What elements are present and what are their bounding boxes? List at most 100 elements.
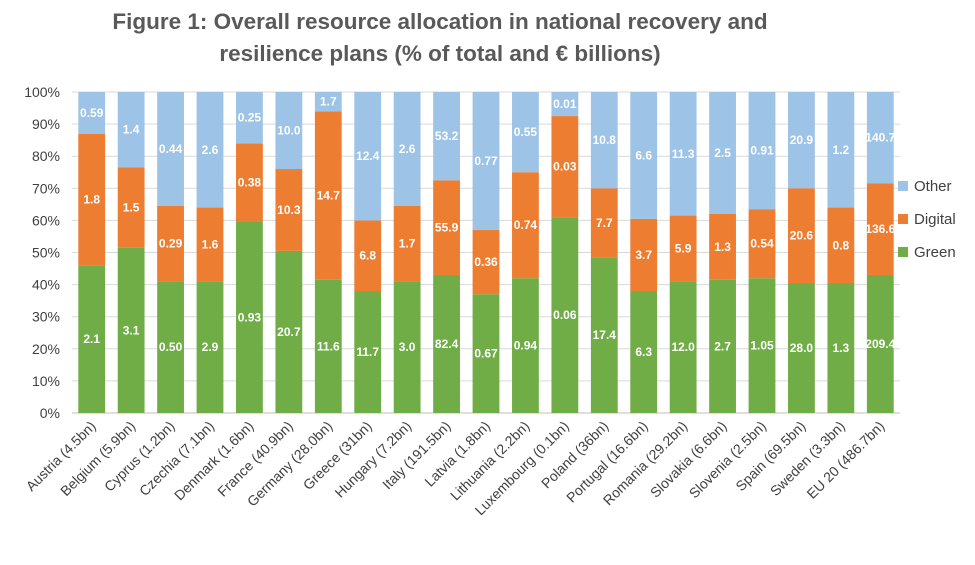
bar-other (354, 92, 382, 221)
x-tick-label: Spain (69.5bn) (732, 418, 808, 494)
y-tick-label: 30% (32, 309, 60, 325)
bar-digital (788, 188, 815, 283)
y-tick-label: 70% (32, 180, 60, 196)
data-label-green: 0.93 (238, 311, 262, 325)
y-tick-label: 60% (32, 212, 60, 228)
data-label-other: 2.5 (714, 146, 731, 160)
data-label-digital: 136.6 (865, 222, 895, 236)
bar-green (117, 247, 145, 413)
bar-digital (196, 207, 224, 282)
data-label-green: 209.4 (865, 337, 895, 351)
bar-digital (314, 111, 342, 280)
data-label-digital: 1.3 (714, 240, 731, 254)
bar-green (157, 281, 184, 413)
data-label-other: 53.2 (435, 129, 459, 143)
bar-other (827, 92, 855, 208)
data-label-green: 1.05 (750, 339, 774, 353)
bar-digital (551, 116, 579, 218)
bar-other (669, 92, 697, 216)
bar-other (709, 92, 736, 214)
bar-green (630, 291, 658, 413)
bar-other (551, 92, 579, 117)
bar-digital (472, 230, 500, 295)
data-label-green: 0.06 (553, 308, 577, 322)
legend-label-other: Other (914, 178, 952, 195)
bar-digital (630, 218, 658, 292)
bar-other (748, 92, 776, 210)
bar-other (117, 92, 145, 168)
bar-digital (236, 143, 263, 223)
bar-digital (117, 167, 145, 248)
data-label-digital: 0.36 (474, 255, 498, 269)
data-label-digital: 6.8 (359, 249, 376, 263)
bar-other (512, 92, 539, 173)
data-label-green: 82.4 (435, 337, 459, 351)
data-label-green: 1.3 (833, 341, 850, 355)
data-label-other: 0.91 (750, 144, 774, 158)
bar-digital (78, 133, 106, 266)
data-label-green: 2.1 (83, 332, 100, 346)
bar-green (827, 282, 855, 413)
y-tick-label: 90% (32, 116, 60, 132)
bar-green (512, 278, 539, 413)
bar-green (866, 274, 894, 413)
data-label-other: 12.4 (356, 149, 380, 163)
bar-green (393, 281, 421, 413)
data-label-green: 17.4 (593, 328, 617, 342)
y-tick-label: 80% (32, 148, 60, 164)
y-tick-label: 40% (32, 277, 60, 293)
data-label-other: 140.7 (865, 131, 895, 145)
data-label-other: 10.8 (593, 133, 617, 147)
data-label-green: 6.3 (635, 345, 652, 359)
bar-digital (590, 188, 618, 258)
data-label-digital: 1.7 (399, 237, 416, 251)
bar-digital (393, 205, 421, 282)
data-label-green: 0.67 (474, 347, 498, 361)
bar-green (236, 222, 263, 413)
data-label-other: 2.6 (399, 142, 416, 156)
bar-other (433, 92, 460, 181)
bar-digital (157, 205, 184, 282)
bar-green (590, 257, 618, 413)
data-label-digital: 0.54 (750, 237, 774, 251)
bar-green (196, 281, 224, 413)
bar-other (590, 92, 618, 189)
bar-green (275, 250, 303, 413)
data-label-green: 3.0 (399, 340, 416, 354)
bar-other (157, 92, 184, 206)
bar-green (748, 278, 776, 413)
bar-green (472, 294, 500, 413)
data-label-green: 2.7 (714, 339, 731, 353)
data-label-other: 10.0 (277, 124, 301, 138)
bar-other (393, 92, 421, 206)
data-label-other: 0.25 (238, 111, 262, 125)
data-label-digital: 1.5 (123, 201, 140, 215)
data-label-digital: 1.8 (83, 193, 100, 207)
data-label-digital: 1.6 (202, 237, 219, 251)
data-label-other: 0.77 (474, 154, 498, 168)
bar-other (275, 92, 303, 170)
bar-green (551, 217, 579, 413)
legend-swatch-digital (898, 214, 908, 224)
data-label-digital: 0.38 (238, 176, 262, 190)
y-tick-label: 0% (40, 405, 60, 421)
data-label-digital: 10.3 (277, 203, 301, 217)
data-label-green: 20.7 (277, 325, 301, 339)
bar-other (788, 92, 815, 189)
data-label-digital: 20.6 (790, 229, 814, 243)
bar-green (314, 279, 342, 413)
bar-digital (748, 209, 776, 279)
data-label-digital: 7.7 (596, 216, 613, 230)
data-label-other: 0.59 (80, 106, 104, 120)
bar-digital (512, 172, 539, 279)
data-label-other: 1.2 (833, 143, 850, 157)
data-label-other: 1.4 (123, 123, 140, 137)
bar-digital (669, 215, 697, 282)
bar-green (78, 265, 106, 413)
bar-digital (354, 220, 382, 292)
x-tick-label: Greece (31bn) (300, 418, 375, 493)
bar-other (630, 92, 658, 219)
data-label-other: 0.44 (159, 142, 183, 156)
data-label-digital: 3.7 (635, 248, 652, 262)
data-label-other: 2.6 (202, 143, 219, 157)
